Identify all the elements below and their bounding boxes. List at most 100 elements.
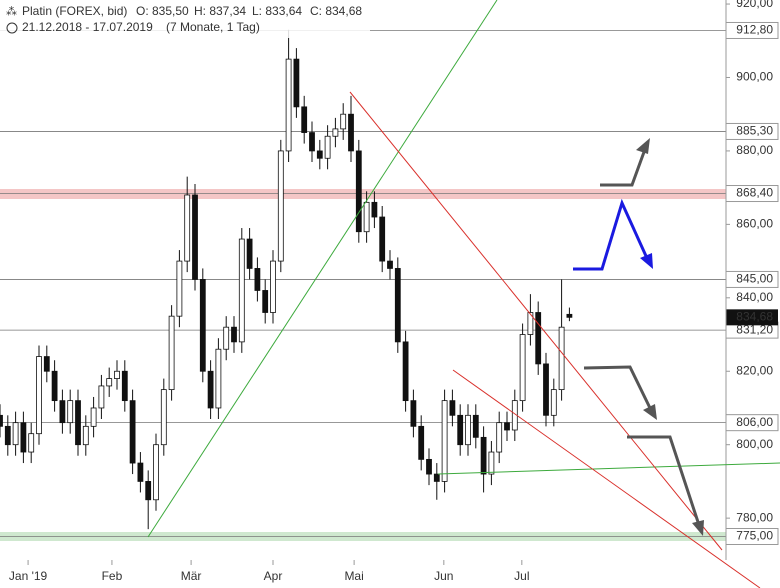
candle-body — [418, 425, 425, 460]
candle-body — [504, 422, 510, 431]
trend-line — [349, 91, 723, 551]
candle-body — [543, 363, 549, 416]
candle-body — [363, 201, 370, 233]
period: (7 Monate, 1 Tag) — [166, 20, 260, 34]
candle-body — [277, 150, 284, 262]
candle-body — [28, 433, 35, 453]
y-tick-label: 880,00 — [736, 143, 773, 157]
candle-body — [145, 481, 152, 501]
level-label: 775,00 — [736, 529, 773, 543]
candle-body — [51, 370, 58, 402]
candle-body — [223, 326, 230, 350]
x-tick-label: Apr — [264, 569, 283, 583]
candle-body — [371, 201, 378, 218]
candle-body — [550, 389, 557, 416]
level-label: 806,00 — [736, 415, 773, 429]
candle-body — [199, 279, 206, 372]
candle-body — [231, 326, 237, 343]
candle-body — [472, 414, 479, 438]
candle-body — [441, 400, 448, 482]
ohlc-open: O: 835,50 — [136, 4, 189, 18]
candle-body — [20, 422, 27, 453]
last-price-box — [726, 309, 778, 326]
trend-line — [147, 0, 498, 538]
candle-body — [355, 150, 362, 233]
arrow-head — [640, 253, 653, 269]
candle-body — [426, 458, 432, 475]
candle-body — [309, 132, 315, 152]
candle-body — [402, 341, 409, 402]
x-tick-label: Jan '19 — [9, 569, 48, 583]
arrow-head — [636, 138, 650, 154]
candle-body — [106, 378, 113, 387]
ohlc-close: C: 834,68 — [310, 4, 362, 18]
candle-body — [433, 473, 440, 482]
candle-body — [184, 194, 191, 262]
chart-title: Platin (FOREX, bid) — [22, 4, 127, 18]
candle-body — [340, 113, 347, 130]
candle-body — [43, 356, 50, 372]
arrow-head — [692, 520, 704, 536]
level-label: 885,30 — [736, 124, 773, 138]
candle-body — [176, 260, 183, 317]
candle-body — [527, 312, 534, 335]
candle-body — [262, 290, 269, 313]
arrow — [600, 151, 646, 187]
subtitle: 21.12.2018 - 17.07.2019 — [22, 20, 153, 34]
y-tick-label: 900,00 — [736, 70, 773, 84]
candle-body — [75, 400, 81, 446]
candle-body — [324, 135, 331, 159]
candle-body — [519, 334, 526, 402]
candle-body — [12, 422, 19, 446]
candle-body — [254, 268, 261, 291]
candle-body — [129, 400, 136, 464]
y-tick-label: 800,00 — [736, 437, 773, 451]
candle-body — [496, 422, 503, 453]
arrow — [573, 198, 648, 271]
candle-body — [90, 407, 97, 427]
arrow-head — [643, 404, 657, 420]
levels: 912,80 885,30 868,40 845,00 831,20 806,00 775,… — [0, 21, 779, 545]
x-tick-label: Feb — [102, 569, 123, 583]
candle-body — [465, 414, 471, 446]
y-tick-label: 820,00 — [736, 363, 773, 377]
candle-body — [207, 370, 214, 409]
candle-body — [114, 370, 120, 379]
candle-body — [480, 436, 487, 475]
candle-body — [558, 326, 565, 391]
candle-body — [270, 260, 276, 313]
chart-icon: ⁂ — [6, 6, 17, 18]
candle-body — [153, 444, 159, 501]
ohlc-high: H: 837,34 — [194, 4, 246, 18]
candle-body — [394, 268, 401, 343]
x-tick-label: Mär — [181, 569, 202, 583]
candle-body — [488, 451, 495, 475]
candle-body — [160, 389, 167, 446]
trend-line — [452, 369, 761, 588]
axes: 780,00 800,00 820,00 840,00 860,00 880,00 900,… — [9, 0, 773, 583]
candles — [0, 29, 573, 530]
level-label: 845,00 — [736, 272, 773, 286]
arrow — [627, 435, 700, 523]
level-label: 868,40 — [736, 186, 773, 200]
candle-body — [36, 356, 42, 435]
candle-body — [4, 425, 11, 446]
candle-body — [238, 238, 245, 343]
candle-body — [535, 312, 542, 365]
candle-body — [301, 106, 308, 133]
candle-body — [332, 128, 339, 137]
candle-body — [215, 348, 222, 409]
level-label: 912,80 — [736, 23, 773, 37]
ohlc-low: L: 833,64 — [252, 4, 302, 18]
candle-body — [168, 315, 175, 391]
x-tick-label: Jun — [434, 569, 453, 583]
arrow — [583, 365, 652, 409]
candle-body — [379, 216, 386, 262]
level-label: 831,20 — [736, 322, 773, 336]
candle-body — [137, 462, 144, 482]
candle-body — [121, 370, 128, 402]
candle-body — [246, 238, 253, 269]
y-tick-label: 920,00 — [736, 0, 773, 10]
